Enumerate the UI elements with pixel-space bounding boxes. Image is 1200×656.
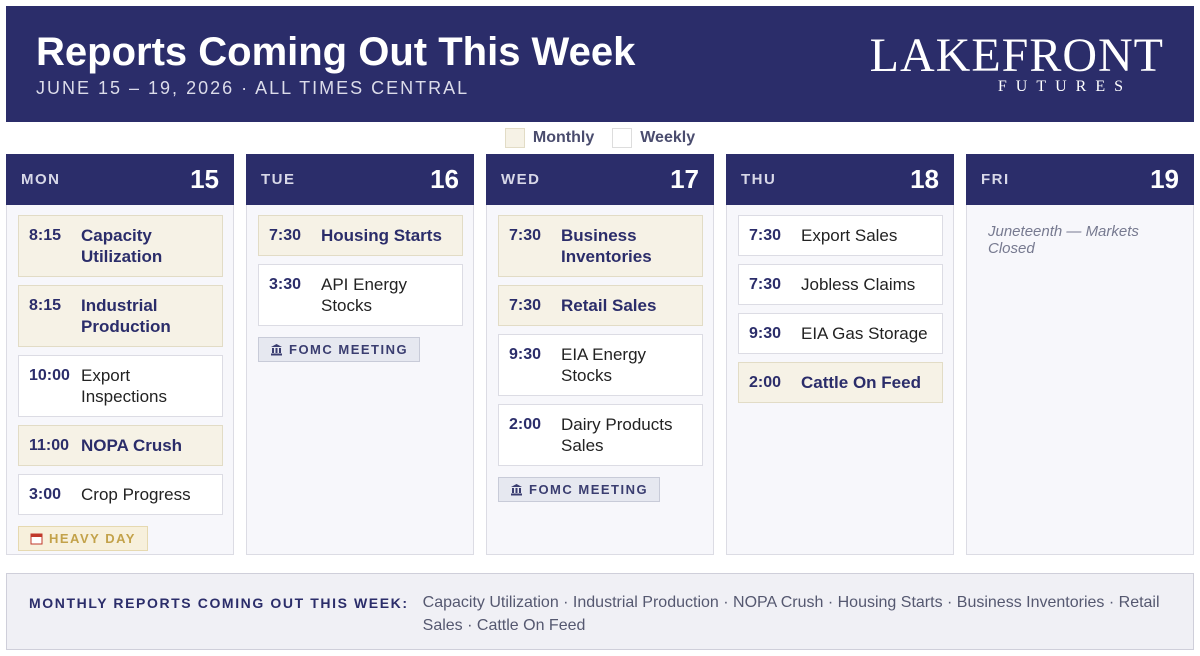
day-tag: HEAVY DAY <box>18 526 148 551</box>
day-tag: FOMC MEETING <box>498 477 661 502</box>
report-card: 7:30 Business Inventories <box>498 215 703 277</box>
report-name: Business Inventories <box>561 226 652 266</box>
report-card: 2:00 Dairy Products Sales <box>498 404 703 466</box>
day-header: FRI 19 <box>966 154 1194 205</box>
report-card: 8:15 Industrial Production <box>18 285 223 347</box>
legend-item: Monthly <box>504 128 595 148</box>
day-note: Juneteenth — Markets Closed <box>988 223 1139 257</box>
report-time: 7:30 <box>509 227 542 244</box>
report-name: Capacity Utilization <box>81 226 163 266</box>
report-name: Export Inspections <box>81 366 167 406</box>
report-name: Industrial Production <box>81 296 171 336</box>
footer-label: MONTHLY REPORTS COMING OUT THIS WEEK: <box>29 595 409 611</box>
day-tag-label: FOMC MEETING <box>289 342 409 357</box>
tag-icon <box>271 344 282 356</box>
day-column: MON 15 8:15 Capacity Utilization 8:15 Industr… <box>6 154 234 555</box>
report-time: 7:30 <box>269 227 302 244</box>
legend-label: Monthly <box>532 129 595 146</box>
subtitle: JUNE 15 – 19, 2026 · ALL TIMES CENTRAL <box>36 78 470 98</box>
day-tag-label: FOMC MEETING <box>529 482 649 497</box>
report-time: 11:00 <box>29 437 70 454</box>
report-name: NOPA Crush <box>81 436 183 455</box>
tag-icon <box>30 533 43 545</box>
report-card: 2:00 Cattle On Feed <box>738 362 943 403</box>
report-time: 9:30 <box>509 346 542 363</box>
day-of-week: THU <box>741 171 777 188</box>
day-date: 16 <box>430 164 459 194</box>
report-card: 8:15 Capacity Utilization <box>18 215 223 277</box>
day-header: MON 15 <box>6 154 234 205</box>
report-time: 2:00 <box>749 374 782 391</box>
report-card: 7:30 Retail Sales <box>498 285 703 326</box>
report-card: 7:30 Housing Starts <box>258 215 463 256</box>
day-tag: FOMC MEETING <box>258 337 421 362</box>
report-card: 9:30 EIA Gas Storage <box>738 313 943 354</box>
footer-reports: Capacity Utilization · Industrial Produc… <box>422 594 1160 634</box>
report-time: 3:30 <box>269 276 302 293</box>
day-of-week: MON <box>21 171 61 188</box>
week-columns: MON 15 8:15 Capacity Utilization 8:15 Industr… <box>6 154 1194 555</box>
report-card: 10:00 Export Inspections <box>18 355 223 417</box>
day-body: 7:30 Housing Starts 3:30 API Energy Stocks F… <box>247 205 473 372</box>
report-time: 8:15 <box>29 227 62 244</box>
report-time: 10:00 <box>29 367 70 384</box>
report-name: EIA Gas Storage <box>801 324 928 343</box>
day-of-week: WED <box>501 171 541 188</box>
day-header: THU 18 <box>726 154 954 205</box>
day-date: 19 <box>1150 164 1179 194</box>
legend-item: Weekly <box>612 128 695 148</box>
day-column: WED 17 7:30 Business Inventories 7:30 Retail … <box>486 154 714 555</box>
report-time: 8:15 <box>29 297 62 314</box>
report-name: EIA Energy Stocks <box>561 345 647 385</box>
report-card: 7:30 Jobless Claims <box>738 264 943 305</box>
legend: Monthly Weekly <box>0 128 1200 148</box>
footer: MONTHLY REPORTS COMING OUT THIS WEEK: Ca… <box>6 573 1194 650</box>
report-name: Jobless Claims <box>801 275 916 294</box>
day-body: Juneteenth — Markets Closed <box>967 205 1193 275</box>
day-date: 17 <box>670 164 699 194</box>
report-time: 7:30 <box>749 227 782 244</box>
day-body: 7:30 Export Sales 7:30 Jobless Claims 9:30 EI… <box>727 205 953 413</box>
report-time: 2:00 <box>509 416 542 433</box>
report-card: 9:30 EIA Energy Stocks <box>498 334 703 396</box>
day-of-week: FRI <box>981 171 1010 188</box>
report-card: 7:30 Export Sales <box>738 215 943 256</box>
report-name: Cattle On Feed <box>801 373 921 392</box>
report-card: 11:00 NOPA Crush <box>18 425 223 466</box>
day-column: THU 18 7:30 Export Sales 7:30 Jobless Claims 9… <box>726 154 954 555</box>
report-name: Export Sales <box>801 226 898 245</box>
header: Reports Coming Out This Week JUNE 15 – 1… <box>6 6 1194 122</box>
report-card: 3:30 API Energy Stocks <box>258 264 463 326</box>
report-time: 9:30 <box>749 325 782 342</box>
title: Reports Coming Out This Week <box>36 30 636 74</box>
tag-icon <box>511 484 522 496</box>
day-date: 15 <box>190 164 219 194</box>
day-of-week: TUE <box>261 171 296 188</box>
day-header: WED 17 <box>486 154 714 205</box>
report-time: 7:30 <box>749 276 782 293</box>
day-date: 18 <box>910 164 939 194</box>
legend-label: Weekly <box>640 129 696 146</box>
day-column: FRI 19 Juneteenth — Markets Closed <box>966 154 1194 555</box>
report-time: 7:30 <box>509 297 542 314</box>
report-name: Housing Starts <box>321 226 442 245</box>
report-name: Dairy Products Sales <box>561 415 673 455</box>
report-time: 3:00 <box>29 486 62 503</box>
day-body: 8:15 Capacity Utilization 8:15 Industrial P… <box>7 205 233 561</box>
report-name: Crop Progress <box>81 485 191 504</box>
day-header: TUE 16 <box>246 154 474 205</box>
day-tag-label: HEAVY DAY <box>49 531 136 546</box>
report-card: 3:00 Crop Progress <box>18 474 223 515</box>
day-column: TUE 16 7:30 Housing Starts 3:30 API Energy St… <box>246 154 474 555</box>
legend-swatch <box>612 128 633 148</box>
logo-sub: FUTURES <box>997 78 1132 95</box>
report-name: Retail Sales <box>561 296 657 315</box>
day-body: 7:30 Business Inventories 7:30 Retail Sales… <box>487 205 713 512</box>
logo: LAKEFRONT <box>869 29 1164 82</box>
legend-swatch <box>504 128 525 148</box>
report-name: API Energy Stocks <box>321 275 407 315</box>
